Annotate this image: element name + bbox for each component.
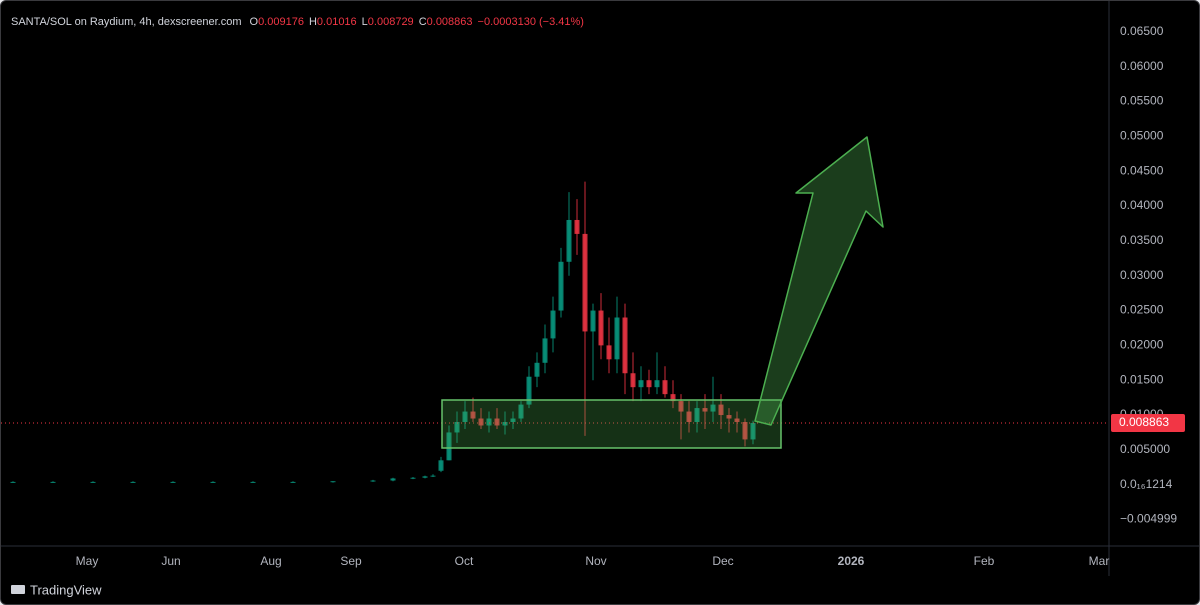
y-tick-label: 0.05500	[1120, 94, 1164, 108]
y-tick-label: −0.004999	[1120, 512, 1177, 526]
x-tick-label: Feb	[974, 554, 995, 568]
ohlc-label: C	[419, 16, 427, 28]
ohlc-value: 0.01016	[317, 16, 357, 28]
candle-body	[250, 481, 256, 483]
candle-body	[90, 481, 96, 483]
candle-body	[446, 432, 452, 461]
target-arrow	[754, 136, 884, 426]
candle-body	[742, 422, 748, 440]
candle-body	[702, 408, 708, 412]
logo-icon	[11, 585, 25, 594]
y-tick-label: 0.005000	[1120, 442, 1170, 456]
x-tick-label: 2026	[838, 554, 865, 568]
candle-body	[494, 418, 500, 426]
candle-body	[526, 376, 532, 405]
candle-body	[646, 380, 652, 388]
x-tick-label: Aug	[260, 554, 281, 568]
candle-body	[50, 481, 56, 483]
candle-body	[370, 480, 376, 482]
candle-body	[582, 233, 588, 332]
ohlc-label: L	[362, 16, 368, 28]
support-box	[441, 399, 782, 449]
candle-body	[430, 475, 436, 477]
header-title: SANTA/SOL on Raydium, 4h, dexscreener.co…	[11, 16, 242, 28]
candle-body	[330, 481, 336, 483]
header-change: −0.0003130 (−3.41%)	[478, 16, 584, 28]
last-price-label: 0.008863	[1119, 415, 1169, 429]
y-tick-label: 0.04000	[1120, 198, 1164, 212]
candle-body	[486, 418, 492, 426]
logo: TradingView	[11, 582, 102, 597]
candle-body	[390, 478, 396, 481]
y-tick-label: 0.0₁₆1214	[1120, 477, 1173, 491]
candle-body	[750, 422, 756, 440]
candle-body	[10, 481, 16, 483]
candle-body	[598, 310, 604, 346]
candle-body	[614, 317, 620, 360]
x-tick-label: Sep	[340, 554, 362, 568]
x-tick-label: Oct	[455, 554, 474, 568]
candle-body	[566, 219, 572, 262]
candle-body	[454, 422, 460, 433]
ohlc-label: O	[250, 16, 259, 28]
candle-body	[558, 261, 564, 311]
candle-body	[470, 411, 476, 419]
candle-body	[210, 481, 216, 483]
x-tick-label: Jun	[161, 554, 180, 568]
candle-body	[410, 477, 416, 479]
candle-body	[694, 408, 700, 423]
x-tick-label: Nov	[585, 554, 606, 568]
candle-body	[478, 418, 484, 426]
y-tick-label: 0.05000	[1120, 129, 1164, 143]
candle-body	[726, 415, 732, 419]
candle-body	[170, 481, 176, 483]
candle-body	[710, 404, 716, 412]
candle-body	[550, 310, 556, 339]
candle-body	[502, 422, 508, 426]
candle-body	[654, 380, 660, 388]
candle-body	[686, 411, 692, 423]
y-tick-label: 0.03500	[1120, 233, 1164, 247]
chart-header: SANTA/SOL on Raydium, 4h, dexscreener.co…	[11, 16, 584, 28]
candle-body	[518, 404, 524, 419]
last-price-box	[1111, 413, 1185, 432]
candle-body	[638, 380, 644, 388]
ohlc-value: 0.009176	[258, 16, 304, 28]
x-tick-label: Mar	[1089, 554, 1110, 568]
candle-body	[678, 401, 684, 412]
candle-body	[290, 481, 296, 483]
candle-body	[574, 219, 580, 234]
candle-body	[130, 481, 136, 483]
candle-body	[438, 460, 444, 471]
candle-body	[630, 373, 636, 388]
y-tick-label: 0.06000	[1120, 59, 1164, 73]
candle-body	[542, 338, 548, 363]
candle-body	[462, 411, 468, 423]
candle-body	[622, 317, 628, 374]
x-tick-label: Dec	[712, 554, 733, 568]
candle-body	[670, 394, 676, 402]
candle-body	[734, 418, 740, 423]
ohlc-value: 0.008863	[427, 16, 473, 28]
y-tick-label: 0.02500	[1120, 303, 1164, 317]
watermark: TradingView	[30, 582, 102, 597]
candle-body	[510, 418, 516, 423]
candle-body	[590, 310, 596, 332]
y-tick-label: 0.02000	[1120, 338, 1164, 352]
candle-body	[718, 404, 724, 416]
candle-body	[422, 476, 428, 478]
y-tick-label: 0.06500	[1120, 24, 1164, 38]
y-tick-label: 0.04500	[1120, 163, 1164, 177]
candle-body	[606, 345, 612, 360]
ohlc-value: 0.008729	[368, 16, 414, 28]
candle-body	[662, 380, 668, 395]
ohlc-label: H	[309, 16, 317, 28]
y-tick-label: 0.01500	[1120, 372, 1164, 386]
plot-area	[1, 181, 1109, 483]
x-tick-label: May	[76, 554, 99, 568]
candle-body	[534, 362, 540, 377]
y-tick-label: 0.03000	[1120, 268, 1164, 282]
